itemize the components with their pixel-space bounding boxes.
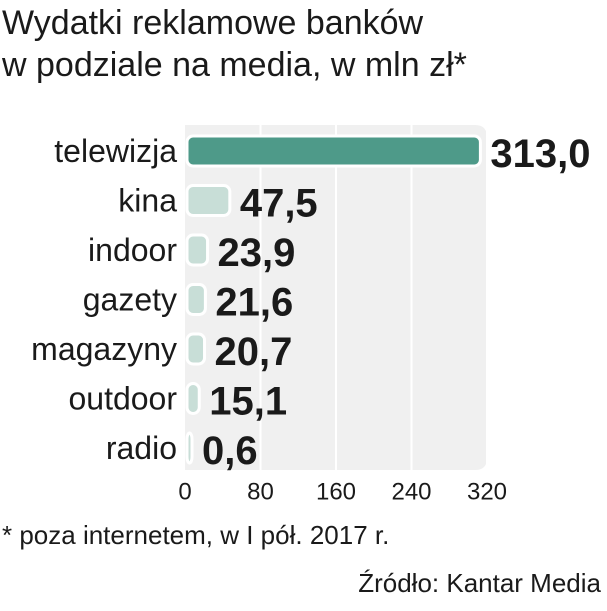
value-label: 21,6 bbox=[215, 281, 293, 325]
x-tick-label: 80 bbox=[247, 479, 274, 506]
bar bbox=[185, 134, 482, 168]
category-label: telewizja bbox=[54, 133, 177, 169]
value-label: 313,0 bbox=[490, 132, 590, 176]
x-tick-label: 240 bbox=[391, 479, 431, 506]
category-label: kina bbox=[118, 183, 177, 219]
x-tick-label: 0 bbox=[178, 479, 191, 506]
value-label: 47,5 bbox=[240, 182, 318, 226]
chart-title-line-1: Wydatki reklamowe banków bbox=[2, 4, 424, 42]
category-label: gazety bbox=[83, 282, 177, 318]
chart-title-line-2: w podziale na media, w mln zł* bbox=[2, 46, 467, 84]
x-tick-label: 160 bbox=[316, 479, 356, 506]
bar bbox=[185, 233, 210, 267]
footnote: * poza internetem, w I pół. 2017 r. bbox=[2, 520, 390, 550]
category-label: magazyny bbox=[31, 331, 177, 367]
value-label: 15,1 bbox=[209, 380, 287, 424]
category-label: indoor bbox=[88, 232, 177, 268]
bar bbox=[185, 283, 207, 316]
category-label: radio bbox=[106, 430, 177, 466]
value-label: 20,7 bbox=[215, 330, 293, 374]
chart-title: Wydatki reklamowe banków w podziale na m… bbox=[2, 2, 467, 86]
bar bbox=[185, 184, 232, 217]
category-label: outdoor bbox=[68, 381, 177, 417]
bar bbox=[185, 431, 194, 465]
value-label: 23,9 bbox=[218, 231, 296, 275]
bar bbox=[185, 382, 201, 415]
x-tick-label: 320 bbox=[467, 479, 507, 506]
source-note: Źródło: Kantar Media bbox=[358, 568, 601, 598]
bar bbox=[185, 332, 207, 366]
value-label: 0,6 bbox=[202, 429, 258, 473]
